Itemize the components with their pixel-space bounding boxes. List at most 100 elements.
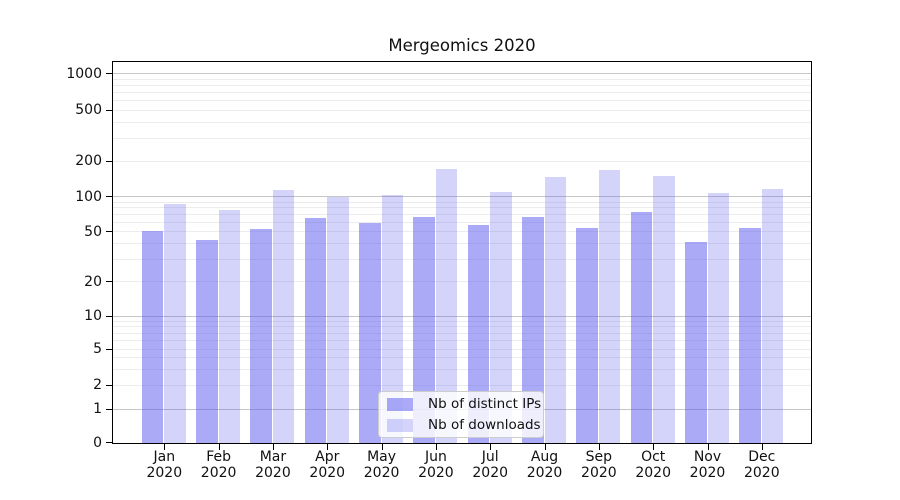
y-tick-label: 5 [93, 341, 102, 358]
y-tick [106, 196, 112, 198]
gridline-900 [113, 78, 811, 80]
x-tick-label: Feb 2020 [200, 449, 237, 481]
y-tick [106, 231, 112, 233]
chart-title: Mergeomics 2020 [388, 36, 536, 55]
bar [544, 177, 567, 443]
bar [141, 231, 164, 443]
legend: Nb of distinct IPs Nb of downloads [378, 391, 544, 438]
x-tick [435, 444, 437, 450]
y-tick [106, 281, 112, 283]
x-tick [272, 444, 274, 450]
y-tick [106, 73, 112, 74]
y-tick-label: 200 [75, 153, 102, 169]
bar [435, 169, 458, 443]
gridline-800 [113, 84, 811, 86]
y-tick-label: 100 [75, 188, 102, 205]
gridline-7 [113, 332, 811, 334]
y-tick-label: 50 [84, 223, 102, 240]
x-tick-label: Jul 2020 [472, 449, 509, 481]
gridline-50 [113, 231, 811, 233]
gridline-9 [113, 320, 811, 322]
gridline-6 [113, 340, 811, 342]
x-tick [327, 444, 329, 450]
gridline-100 [113, 196, 811, 198]
bar [630, 212, 653, 443]
gridline-30 [113, 259, 811, 261]
x-tick-label: Nov 2020 [689, 449, 726, 481]
y-tick-label: 2 [93, 377, 102, 393]
x-tick-label: Jun 2020 [418, 449, 454, 481]
plot-area: Nb of distinct IPs Nb of downloads [112, 61, 812, 444]
bar [272, 190, 295, 443]
x-tick-label: Mar 2020 [255, 449, 291, 481]
bar [467, 224, 490, 443]
legend-item-distinct-ips: Nb of distinct IPs [387, 396, 541, 412]
bar [522, 216, 544, 443]
y-tick-label: 1 [93, 401, 102, 418]
y-tick-label: 10 [84, 308, 102, 324]
bar [218, 209, 241, 443]
gridline-1000 [113, 73, 811, 74]
legend-label-downloads: Nb of downloads [428, 417, 541, 433]
gridline-80 [113, 207, 811, 209]
bar [653, 176, 675, 443]
legend-swatch-distinct-ips [387, 397, 413, 411]
x-tick [653, 444, 655, 450]
bar [685, 241, 707, 443]
gridline-4 [113, 357, 811, 359]
gridline-10 [113, 315, 811, 317]
bar [707, 193, 729, 443]
bar [304, 218, 327, 443]
x-tick-label: Apr 2020 [309, 449, 346, 481]
x-tick [490, 444, 492, 450]
gridline-200 [113, 160, 811, 162]
y-tick [106, 348, 112, 350]
gridline-600 [113, 99, 811, 101]
legend-label-distinct-ips: Nb of distinct IPs [428, 396, 542, 412]
y-tick-label: 500 [75, 102, 102, 118]
x-tick-label: Sep 2020 [581, 449, 617, 481]
x-tick [164, 444, 166, 450]
y-tick [106, 109, 112, 111]
x-tick-label: Dec 2020 [743, 449, 780, 481]
bar [761, 189, 784, 443]
legend-swatch-downloads [387, 418, 413, 432]
bar [576, 228, 598, 443]
y-tick [106, 160, 112, 162]
bar [327, 196, 349, 443]
gridline-400 [113, 121, 811, 123]
x-tick [761, 444, 763, 450]
gridline-300 [113, 137, 811, 139]
gridline-3 [113, 368, 811, 370]
gridline-2 [113, 384, 811, 386]
gridline-500 [113, 109, 811, 111]
y-tick [106, 408, 112, 410]
bar [359, 223, 381, 443]
bar [164, 203, 186, 443]
bar [196, 240, 218, 443]
bar [250, 229, 272, 443]
y-tick [106, 315, 112, 317]
bar [490, 192, 512, 443]
legend-item-downloads: Nb of downloads [387, 417, 541, 433]
bar [598, 170, 621, 443]
gridline-700 [113, 91, 811, 93]
bar [381, 195, 404, 443]
x-tick-label: May 2020 [363, 449, 400, 481]
x-tick [381, 444, 383, 450]
gridline-60 [113, 221, 811, 223]
bar [739, 228, 761, 443]
gridline-90 [113, 201, 811, 203]
gridline-70 [113, 214, 811, 216]
y-tick [106, 442, 112, 443]
gridline-20 [113, 281, 811, 283]
x-tick [707, 444, 709, 450]
x-tick-label: Aug 2020 [526, 449, 563, 481]
x-tick-label: Jan 2020 [146, 449, 183, 481]
x-tick [544, 444, 546, 450]
y-tick [106, 384, 112, 386]
gridline-5 [113, 348, 811, 350]
gridline-8 [113, 326, 811, 328]
x-tick [598, 444, 600, 450]
bar [413, 216, 435, 443]
